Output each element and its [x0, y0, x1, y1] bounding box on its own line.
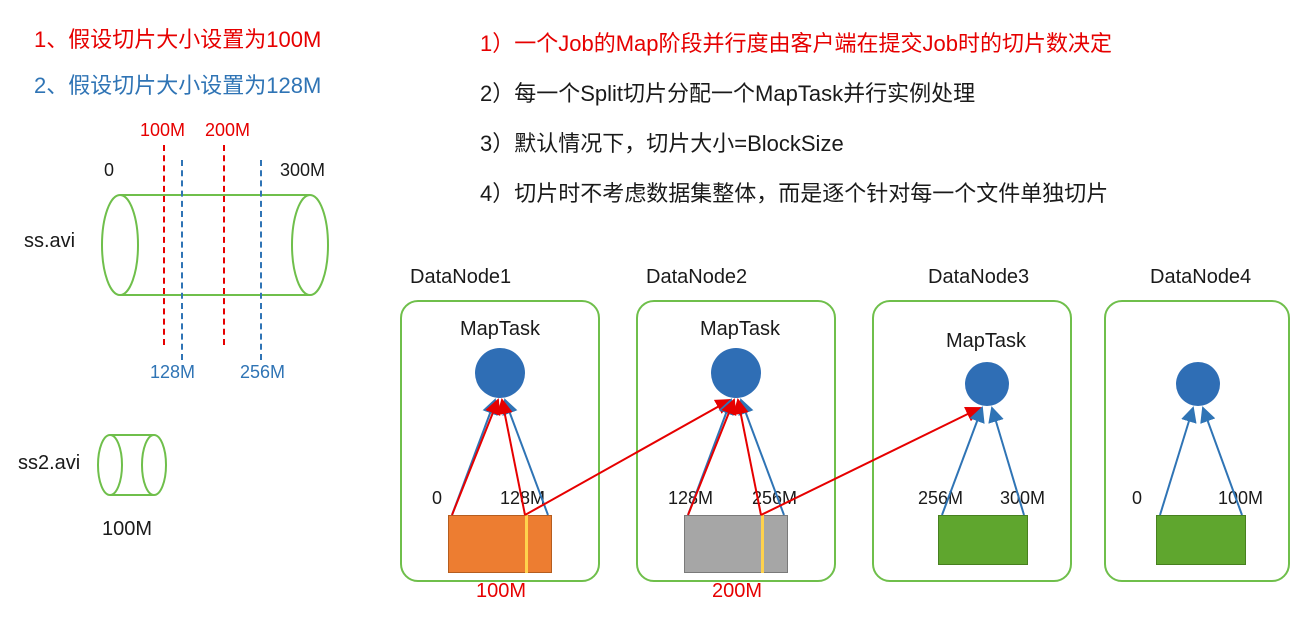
datanode-4-right-label: 100M: [1218, 488, 1263, 509]
datanode-2-title: DataNode2: [646, 266, 746, 288]
file1-cylinder: [100, 190, 330, 300]
cyl-top-end: 300M: [280, 160, 325, 181]
datanode-1-split: [525, 515, 528, 573]
datanode-3-left-label: 256M: [918, 488, 963, 509]
blue-mark-line1: [181, 160, 183, 360]
datanode-2-right-label: 256M: [752, 488, 797, 509]
blue-mark-2: 256M: [240, 362, 285, 383]
file2-cylinder: [92, 430, 172, 500]
datanode-1-footer: 100M: [476, 580, 526, 603]
blue-mark-line2: [260, 160, 262, 360]
datanode-3-task: MapTask: [946, 330, 1026, 353]
datanode-1-left-label: 0: [432, 488, 442, 509]
file2-size: 100M: [102, 518, 152, 541]
note-4: 4）切片时不考虑数据集整体，而是逐个针对每一个文件单独切片: [480, 176, 1108, 208]
datanode-4-left-label: 0: [1132, 488, 1142, 509]
datanode-1-title: DataNode1: [410, 266, 510, 288]
file1-label: ss.avi: [24, 230, 75, 253]
datanode-2-task: MapTask: [700, 318, 780, 341]
heading-1: 1、假设切片大小设置为100M: [34, 22, 321, 54]
datanode-3-block: [938, 515, 1028, 565]
datanode-1-task: MapTask: [460, 318, 540, 341]
datanode-3-circle: [965, 362, 1009, 406]
datanode-4-title: DataNode4: [1150, 266, 1250, 288]
datanode-2-footer: 200M: [712, 580, 762, 603]
datanode-2-left-label: 128M: [668, 488, 713, 509]
heading-2: 2、假设切片大小设置为128M: [34, 68, 321, 100]
datanode-2-circle: [711, 348, 761, 398]
note-2: 2）每一个Split切片分配一个MapTask并行实例处理: [480, 76, 975, 108]
datanode-4-block: [1156, 515, 1246, 565]
datanode-3-right-label: 300M: [1000, 488, 1045, 509]
datanode-2-block: [684, 515, 788, 573]
red-mark-line2: [223, 145, 225, 345]
datanode-3-title: DataNode3: [928, 266, 1028, 288]
datanode-1-block: [448, 515, 552, 573]
note-1: 1）一个Job的Map阶段并行度由客户端在提交Job时的切片数决定: [480, 26, 1112, 58]
datanode-4-circle: [1176, 362, 1220, 406]
note-3: 3）默认情况下，切片大小=BlockSize: [480, 126, 844, 158]
datanode-1-circle: [475, 348, 525, 398]
red-mark-2: 200M: [205, 120, 250, 141]
datanode-1-right-label: 128M: [500, 488, 545, 509]
file2-label: ss2.avi: [18, 452, 80, 475]
cyl-top-start: 0: [104, 160, 114, 181]
red-mark-line1: [163, 145, 165, 345]
red-mark-1: 100M: [140, 120, 185, 141]
datanode-2-split: [761, 515, 764, 573]
blue-mark-1: 128M: [150, 362, 195, 383]
